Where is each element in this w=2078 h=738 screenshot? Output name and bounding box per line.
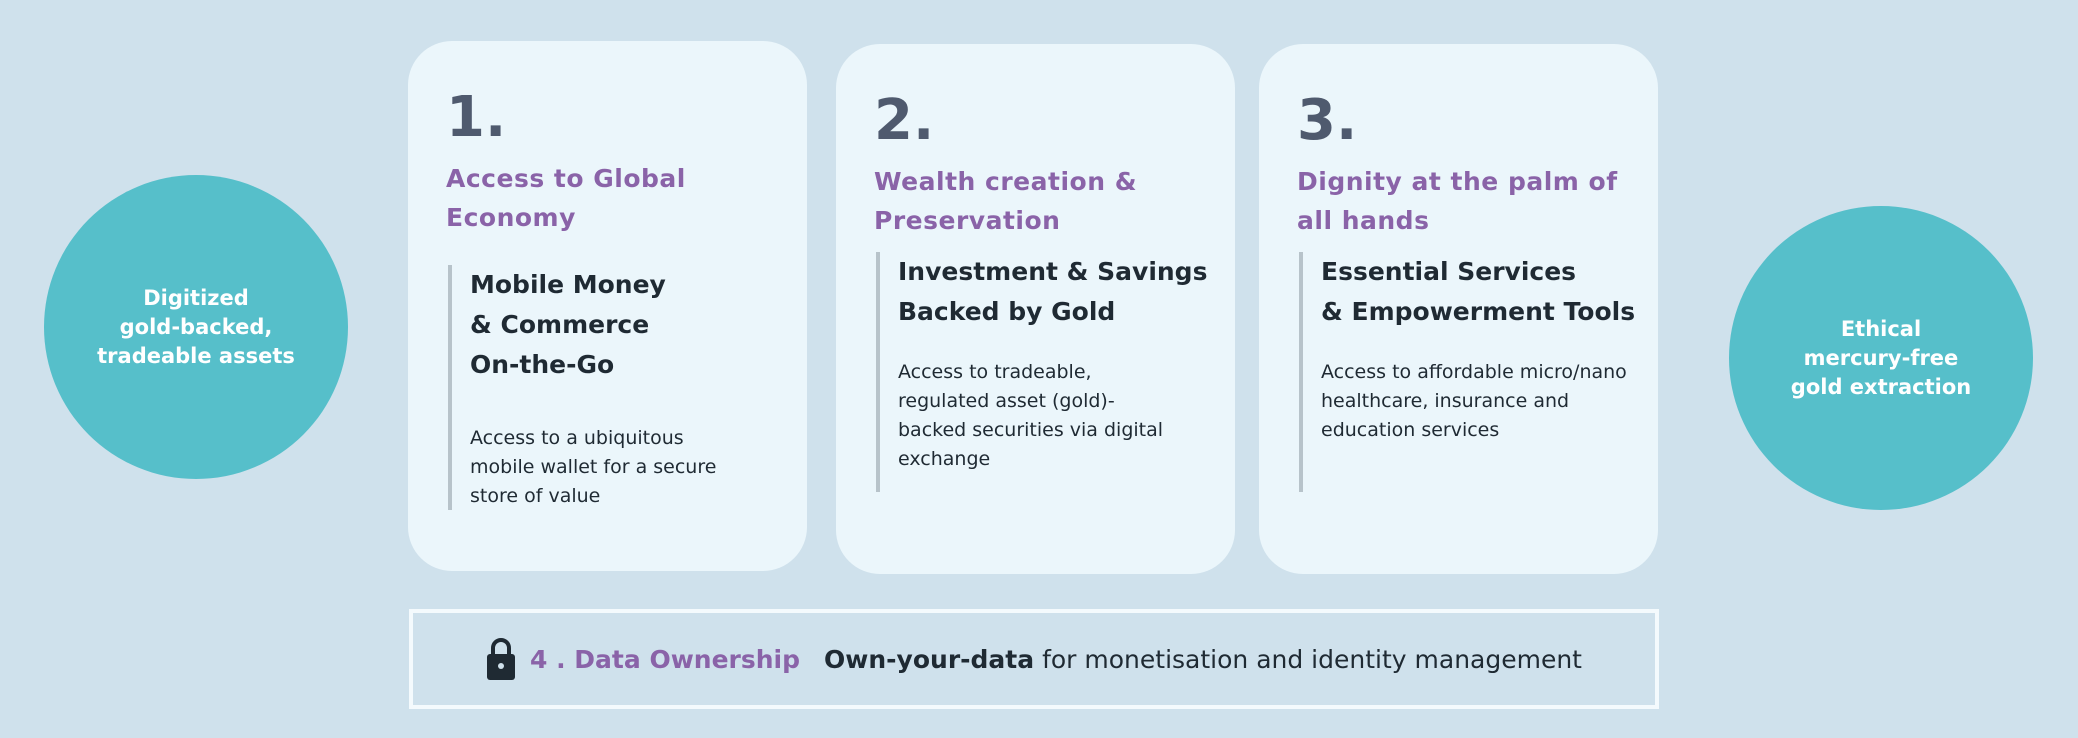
card-title: Wealth creation & Preservation bbox=[874, 167, 1138, 235]
left-circle: Digitized gold-backed, tradeable assets bbox=[44, 175, 348, 479]
card-body: Access to tradeable, regulated asset (go… bbox=[898, 361, 1164, 470]
card-heading: Investment & Savings Backed by Gold bbox=[898, 257, 1208, 326]
data-ownership-rest: for monetisation and identity management bbox=[1042, 644, 1582, 674]
right-circle-text: Ethical mercury-free gold extraction bbox=[1790, 316, 1972, 399]
divider-bar bbox=[448, 265, 452, 510]
data-ownership-title: 4 . Data Ownership bbox=[530, 644, 801, 674]
left-circle-text: Digitized gold-backed, tradeable assets bbox=[97, 285, 295, 368]
divider-bar bbox=[1299, 252, 1303, 492]
right-circle: Ethical mercury-free gold extraction bbox=[1729, 206, 2033, 510]
card-2: 2. Wealth creation & Preservation Invest… bbox=[836, 44, 1235, 574]
card-heading: Essential Services & Empowerment Tools bbox=[1321, 257, 1636, 326]
card-title: Access to Global Economy bbox=[446, 164, 686, 232]
card-3: 3. Dignity at the palm of all hands Esse… bbox=[1259, 44, 1658, 574]
lock-icon bbox=[487, 638, 515, 680]
card-title: Dignity at the palm of all hands bbox=[1297, 167, 1618, 235]
card-number: 2. bbox=[874, 88, 935, 153]
card-number: 3. bbox=[1297, 88, 1358, 153]
data-ownership-bold: Own-your-data bbox=[824, 644, 1035, 674]
data-ownership-banner: 4 . Data Ownership Own-your-data for mon… bbox=[409, 609, 1659, 709]
card-1: 1. Access to Global Economy Mobile Money… bbox=[408, 41, 807, 571]
divider-bar bbox=[876, 252, 880, 492]
card-body: Access to affordable micro/nano healthca… bbox=[1321, 361, 1627, 441]
card-body: Access to a ubiquitous mobile wallet for… bbox=[470, 427, 717, 507]
card-heading: Mobile Money & Commerce On-the-Go bbox=[470, 270, 666, 379]
data-ownership-text: Own-your-data for monetisation and ident… bbox=[824, 645, 1582, 674]
card-number: 1. bbox=[446, 85, 507, 150]
